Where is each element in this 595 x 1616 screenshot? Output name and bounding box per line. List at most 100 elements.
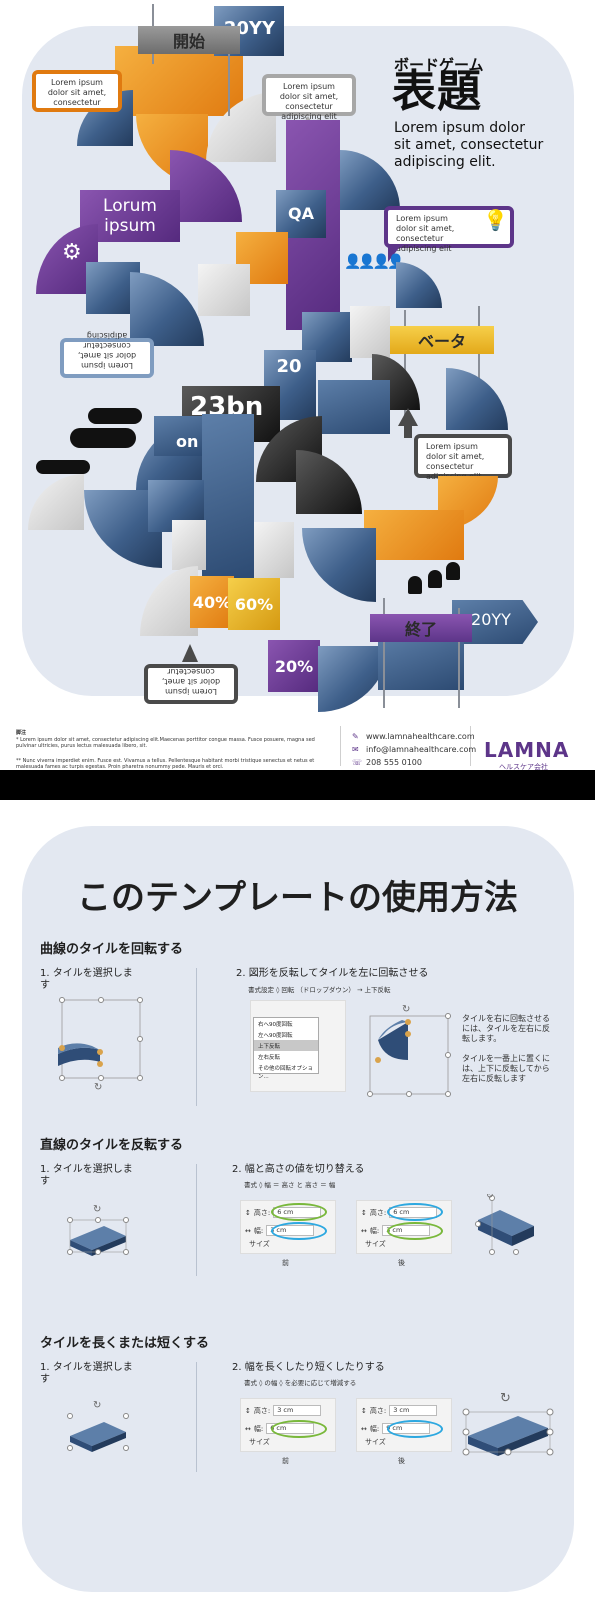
straight-tile-selected: ↻ <box>67 1204 129 1256</box>
height-field[interactable]: 3 cm <box>273 1405 322 1416</box>
banner-pole <box>404 310 406 426</box>
email-icon: ✉ <box>352 745 359 754</box>
callout-pointer <box>388 244 402 262</box>
gear-icon: ⚙ <box>62 240 82 265</box>
tile <box>350 306 390 358</box>
width-icon: ↔ <box>361 1226 367 1235</box>
height-icon: ↕ <box>361 1406 367 1415</box>
poster-page: 20YY 開始 Lorem ipsum dolor sit amet, cons… <box>0 0 595 795</box>
tip-top-position: タイルを一番上に置くには、上下に反転してから左右に反転します <box>462 1054 550 1083</box>
footer-divider <box>470 726 471 766</box>
menu-item[interactable]: 右へ90度回転 <box>258 1022 293 1028</box>
tile <box>172 520 206 570</box>
curved-tile-selected: ↻ <box>58 997 143 1092</box>
callout-box: Lorem ipsum dolor sit amet, consectetur <box>32 70 122 112</box>
step-swap-size: 2. 幅と高さの値を切り替える <box>232 1164 365 1175</box>
menu-item[interactable]: その他の回転オプション... <box>258 1066 314 1080</box>
cloud-icon <box>70 428 136 448</box>
size-group-label: サイズ <box>365 1240 386 1248</box>
rotate-dropdown-menu[interactable]: 右へ90度回転 左へ90度回転 上下反転 左右反転 その他の回転オプション... <box>253 1017 319 1080</box>
step-select-tile: 1. タイルを選択しま す <box>40 1164 133 1187</box>
svg-text:↻: ↻ <box>93 1400 101 1411</box>
size-group-label: サイズ <box>249 1240 270 1248</box>
stat-60-percent: 60% <box>228 578 280 630</box>
guide-page: このテンプレートの使用方法 曲線のタイルを回転する 1. タイルを選択しま す … <box>0 800 595 1616</box>
menu-item[interactable]: 左へ90度回転 <box>258 1033 293 1039</box>
step-flip-rotate: 2. 図形を反転してタイルを左に回転させる <box>236 968 429 979</box>
callout-pointer <box>182 644 198 662</box>
beta-banner: ベータ <box>390 326 494 354</box>
footnotes-title: 脚注 <box>16 730 27 736</box>
size-panel-after: ↕ 高さ: 6 cm ↔ 幅: 3 cm サイズ <box>356 1200 452 1254</box>
page-title: 表題 <box>392 66 482 117</box>
height-label: 高さ: <box>369 1208 387 1217</box>
title-eyebrow: ボードゲーム <box>394 56 484 74</box>
cloud-icon <box>88 408 142 424</box>
link-icon: ✎ <box>352 732 359 741</box>
highlight-ring <box>387 1222 443 1240</box>
tile <box>318 380 390 434</box>
highlight-ring <box>271 1222 327 1240</box>
callout-box: Lorem ipsum dolor sit amet, consectetur <box>144 664 238 704</box>
start-banner: 開始 <box>138 26 240 54</box>
pawn-icon <box>446 562 460 580</box>
email-link[interactable]: info@lamnahealthcare.com <box>366 745 477 754</box>
section-title-resize: タイルを長くまたは短くする <box>40 1336 210 1351</box>
phone-icon: ☏ <box>352 758 363 767</box>
section-divider <box>196 1362 197 1472</box>
callout-box: Lorem ipsum dolor sit amet, consectetur … <box>384 206 514 253</box>
straight-tile-flipped: ↻ <box>475 1194 534 1255</box>
size-group-label: サイズ <box>249 1438 270 1446</box>
section-title-rotate: 曲線のタイルを回転する <box>40 942 184 957</box>
rotate-menu-panel: 右へ90度回転 左へ90度回転 上下反転 左右反転 その他の回転オプション... <box>250 1000 346 1092</box>
pawn-icon <box>428 570 442 588</box>
caption-before: 前 <box>282 1259 289 1267</box>
straight-tile-lengthened: ↻ <box>462 1391 554 1456</box>
tile <box>378 634 464 690</box>
width-label: 幅: <box>369 1226 380 1235</box>
size-panel-before: ↕ 高さ: 6 cm ↔ 幅: 3 cm サイズ <box>240 1200 336 1254</box>
width-label: 幅: <box>253 1424 264 1433</box>
callout-box: Lorem ipsum dolor sit amet, consectetur … <box>262 74 356 121</box>
guide-title: このテンプレートの使用方法 <box>77 878 518 918</box>
height-label: 高さ: <box>253 1406 271 1415</box>
section-title-flip: 直線のタイルを反転する <box>40 1138 184 1153</box>
tile <box>276 190 326 238</box>
footnote-2: ** Nunc viverra imperdiet enim. Fusce es… <box>16 757 315 771</box>
lorum-tile-label: Lorum ipsum <box>103 196 157 236</box>
company-logo-subtitle: ヘルスケア会社 <box>499 763 548 771</box>
svg-text:↻: ↻ <box>94 1082 102 1092</box>
step-instruction: 書式設定 ◊ 回転 （ドロップダウン） → 上下反転 <box>248 986 391 994</box>
curved-tile-flipped: ↻ <box>367 1004 451 1097</box>
tile <box>202 414 254 580</box>
highlight-ring <box>271 1420 327 1438</box>
width-icon: ↔ <box>245 1226 251 1235</box>
twenty-tile-label: 20 <box>276 356 302 377</box>
caption-after: 後 <box>398 1259 405 1267</box>
tip-rotate-right: タイルを右に回転させるには、タイルを左右に反転します。 <box>462 1014 550 1043</box>
width-icon: ↔ <box>361 1424 367 1433</box>
width-icon: ↔ <box>245 1424 251 1433</box>
menu-item[interactable]: 左右反転 <box>258 1055 281 1061</box>
height-field[interactable]: 3 cm <box>389 1405 438 1416</box>
stat-40-percent: 40% <box>190 576 234 628</box>
width-label: 幅: <box>253 1226 264 1235</box>
highlight-ring <box>387 1203 443 1221</box>
tile <box>115 46 243 116</box>
page-separator <box>0 770 595 800</box>
title-description: Lorem ipsum dolor sit amet, consectetur … <box>394 120 544 170</box>
pawn-icon <box>408 576 422 594</box>
tile <box>198 264 250 316</box>
end-banner: 終了 <box>370 614 472 642</box>
website-link[interactable]: www.lamnahealthcare.com <box>366 732 475 741</box>
svg-text:↻: ↻ <box>486 1194 494 1201</box>
straight-tile-selected: ↻ <box>67 1400 129 1452</box>
cloud-icon <box>36 460 90 474</box>
highlight-ring <box>387 1420 443 1438</box>
tile <box>254 522 294 578</box>
width-label: 幅: <box>369 1424 380 1433</box>
banner-pole <box>228 50 230 116</box>
height-icon: ↕ <box>245 1406 251 1415</box>
phone-number: 208 555 0100 <box>366 758 422 767</box>
menu-item-flip-vertical[interactable]: 上下反転 <box>254 1040 318 1051</box>
